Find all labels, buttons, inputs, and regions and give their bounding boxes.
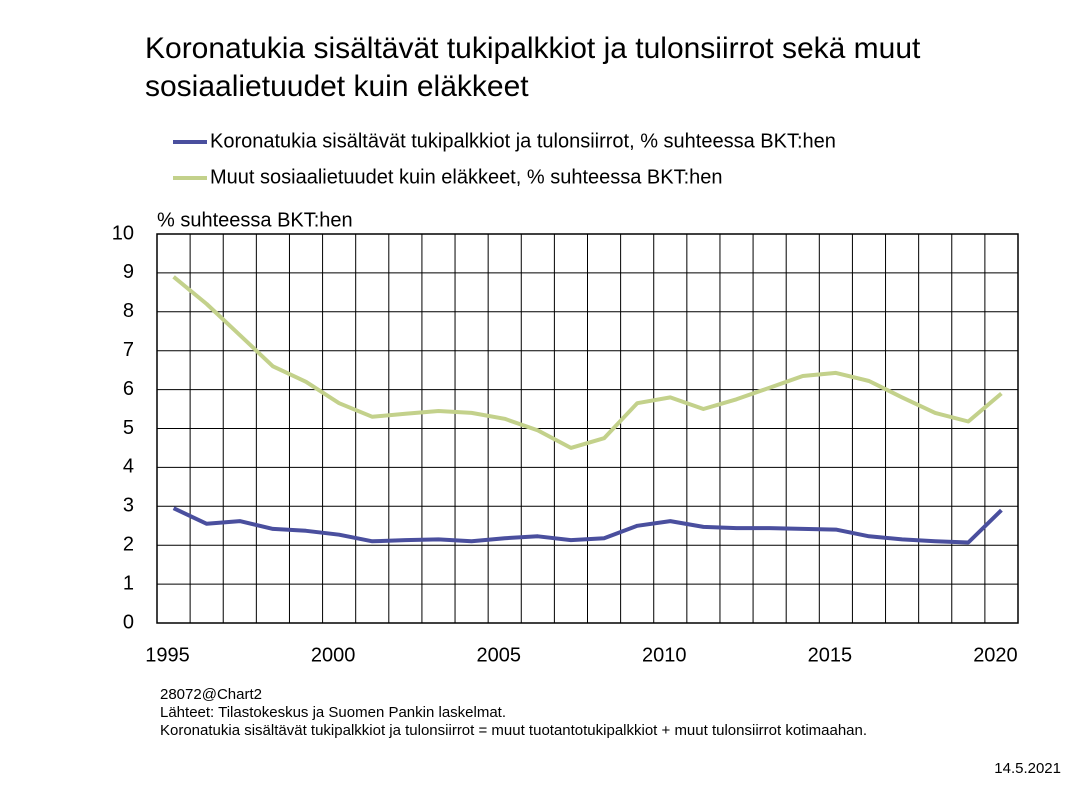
y-tick-label: 10 [112,222,134,244]
chart-title: Koronatukia sisältävät tukipalkkiot ja t… [145,32,921,103]
notes: 28072@Chart2 Lähteet: Tilastokeskus ja S… [160,686,880,740]
series-line [172,506,1003,545]
note: Lähteet: Tilastokeskus ja Suomen Pankin … [160,704,507,721]
y-tick-label: 2 [123,533,134,555]
y-tick-label: 8 [123,300,134,322]
y-tick-label: 4 [123,456,134,478]
y-tick-label: 6 [123,378,134,400]
y-tick-label: 1 [123,572,134,594]
x-tick-label: 1995 [145,644,190,666]
y-tick-label: 5 [123,417,134,439]
x-tick-label: 2015 [808,644,853,666]
x-tick-label: 2020 [973,644,1018,666]
date: 14.5.2021 [994,760,1061,777]
note: Koronatukia sisältävät tukipalkkiot ja t… [160,722,868,739]
y-axis-label: % suhteessa BKT:hen [157,209,353,231]
y-tick-label: 3 [123,495,134,517]
y-tick-label: 7 [123,339,134,361]
note: 28072@Chart2 [160,686,262,703]
x-tick-label: 2005 [476,644,521,666]
legend-label: Muut sosiaalietuudet kuin eläkkeet, % su… [210,166,723,188]
y-tick-label: 9 [123,261,134,283]
legend-label: Koronatukia sisältävät tukipalkkiot ja t… [210,130,836,152]
x-tick-label: 2010 [642,644,687,666]
plot-frame [156,233,1019,624]
y-tick-label: 0 [123,611,134,633]
x-tick-label: 2000 [311,644,356,666]
series-line [172,275,1003,450]
